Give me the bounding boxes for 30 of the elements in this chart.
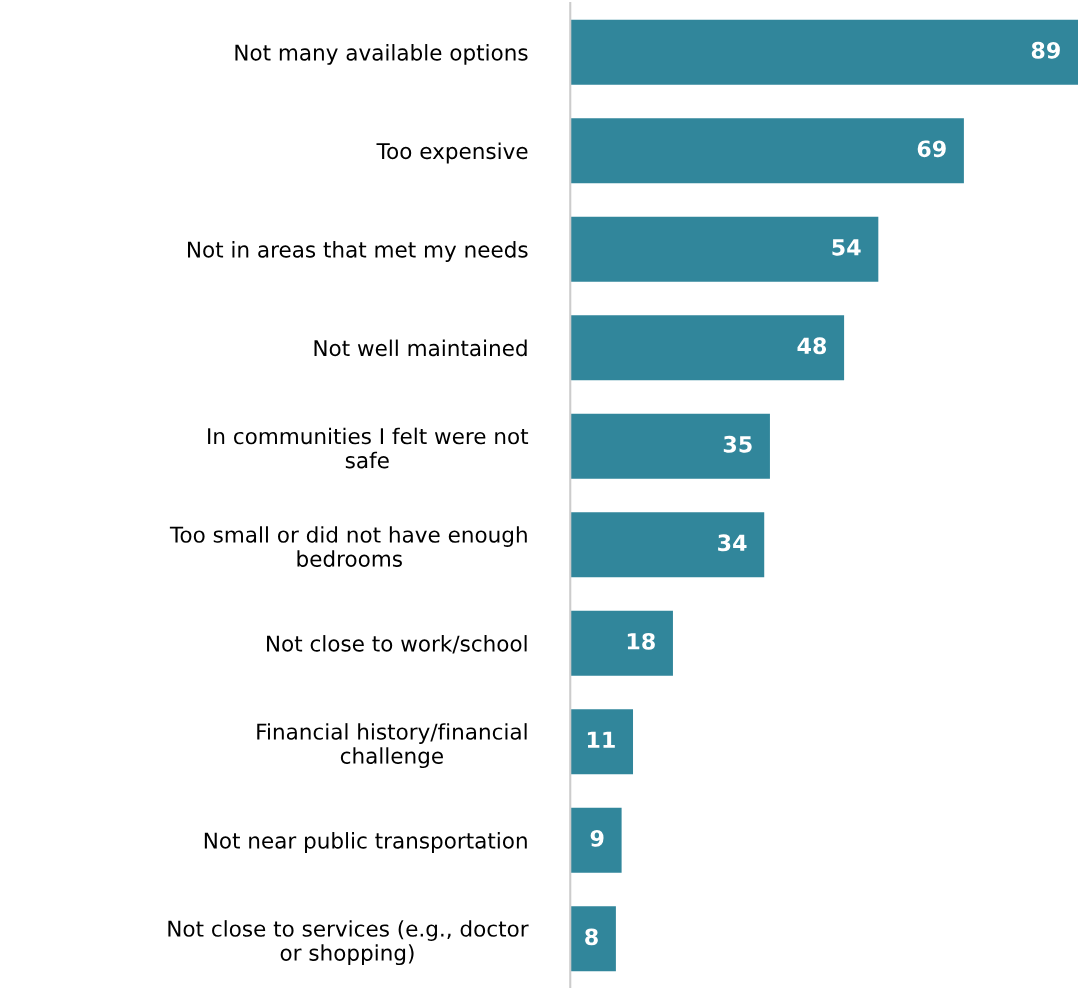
bar <box>570 19 1078 85</box>
data-label: 11 <box>587 731 615 748</box>
bar <box>570 512 765 578</box>
bar <box>570 807 622 873</box>
y-tick-label: Not in areas that met my needs <box>188 241 528 262</box>
data-label: 89 <box>1031 41 1060 59</box>
data-label: 35 <box>723 435 752 453</box>
data-label: 34 <box>718 534 747 552</box>
bar <box>570 709 634 775</box>
data-label: 48 <box>797 337 827 355</box>
bar <box>570 118 964 184</box>
data-label: 18 <box>627 632 655 650</box>
y-tick-label: Not well maintained <box>314 339 527 357</box>
bar <box>570 413 770 479</box>
y-tick-label: Not close to services (e.g., doctor or shopping) <box>168 920 529 966</box>
data-label: 9 <box>590 829 604 847</box>
y-tick-label: Not close to work/school <box>267 635 527 654</box>
data-label: 69 <box>917 140 946 158</box>
y-tick-label: Too small or did not have enough bedrooms <box>169 526 527 567</box>
y-tick-label: Financial history/financial challenge <box>257 723 527 769</box>
data-label: 8 <box>585 928 598 946</box>
bar <box>570 610 673 676</box>
data-label: 54 <box>832 239 861 256</box>
y-tick-label: Too expensive <box>376 142 528 164</box>
bar <box>570 906 616 972</box>
bar <box>570 216 879 282</box>
y-tick-label: Not many available options <box>235 44 528 65</box>
y-tick-label: In communities I felt were not safe <box>208 427 529 469</box>
bar <box>570 315 845 381</box>
y-tick-label: Not near public transportation <box>204 832 527 853</box>
